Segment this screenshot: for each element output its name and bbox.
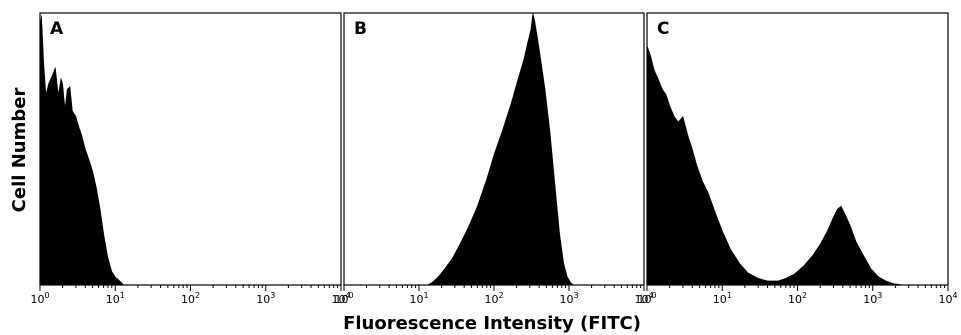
x-axis-label: Fluorescence Intensity (FITC) (343, 313, 641, 334)
tick-label: 103 (559, 291, 578, 306)
y-axis-label: Cell Number (9, 88, 30, 213)
histogram-area (39, 15, 125, 286)
tick-label: 103 (863, 291, 882, 306)
x-axis-ticks: 100 101 102 103 104 (637, 285, 958, 306)
panel-a: A 100 101 102 103 104 (30, 12, 351, 306)
panel-label: C (657, 19, 669, 39)
tick-label: 100 (637, 291, 656, 306)
tick-label: 101 (106, 291, 125, 306)
tick-label: 100 (334, 291, 353, 306)
panel-label: A (50, 19, 64, 39)
x-axis-ticks: 100 101 102 103 104 (30, 285, 351, 306)
tick-label: 100 (30, 291, 49, 306)
panel-b: B 100 101 102 103 104 (334, 12, 654, 306)
panel-label: B (354, 19, 367, 39)
tick-label: 104 (634, 291, 653, 306)
tick-label: 101 (713, 291, 732, 306)
tick-label: 102 (484, 291, 503, 306)
tick-label: 101 (409, 291, 428, 306)
histogram-area (426, 12, 575, 286)
tick-label: 104 (331, 291, 350, 306)
panel-c: C 100 101 102 103 104 (637, 12, 958, 306)
histogram-area (646, 45, 905, 286)
x-axis-ticks: 100 101 102 103 104 (334, 285, 654, 306)
tick-label: 104 (938, 291, 957, 306)
tick-label: 102 (788, 291, 807, 306)
tick-label: 102 (181, 291, 200, 306)
tick-label: 103 (256, 291, 275, 306)
